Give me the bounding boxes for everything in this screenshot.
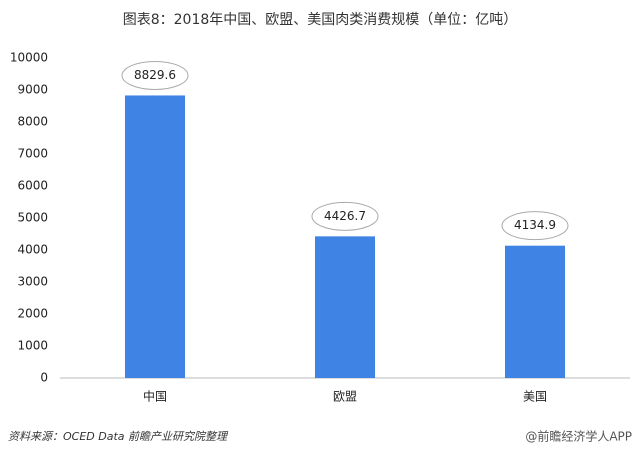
- y-tick-label: 10000: [10, 51, 48, 65]
- y-tick-label: 5000: [17, 211, 48, 225]
- y-tick-label: 0: [40, 371, 48, 385]
- y-tick-label: 9000: [17, 83, 48, 97]
- y-tick-label: 6000: [17, 179, 48, 193]
- x-tick-label: 欧盟: [333, 390, 357, 404]
- bar: [505, 245, 565, 378]
- value-label: 8829.6: [134, 68, 176, 82]
- y-tick-label: 2000: [17, 307, 48, 321]
- bar: [125, 95, 185, 379]
- watermark: @前瞻经济学人APP: [525, 429, 632, 444]
- x-tick-label: 美国: [523, 390, 547, 404]
- source-note: 资料来源：OCED Data 前瞻产业研究院整理: [8, 430, 229, 443]
- y-tick-label: 3000: [17, 275, 48, 289]
- value-label-bubble: [311, 201, 379, 231]
- chart-title: 图表8：2018年中国、欧盟、美国肉类消费规模（单位：亿吨）: [123, 12, 518, 28]
- x-tick-label: 中国: [143, 389, 167, 404]
- y-tick-label: 1000: [17, 339, 48, 353]
- bar: [315, 236, 375, 378]
- value-label: 4134.9: [514, 218, 556, 232]
- value-label: 4426.7: [324, 209, 366, 223]
- value-label-bubble: [121, 60, 189, 90]
- y-tick-label: 7000: [17, 147, 48, 161]
- value-label-bubble: [501, 211, 569, 241]
- y-tick-label: 8000: [17, 115, 48, 129]
- y-tick-label: 4000: [17, 243, 48, 257]
